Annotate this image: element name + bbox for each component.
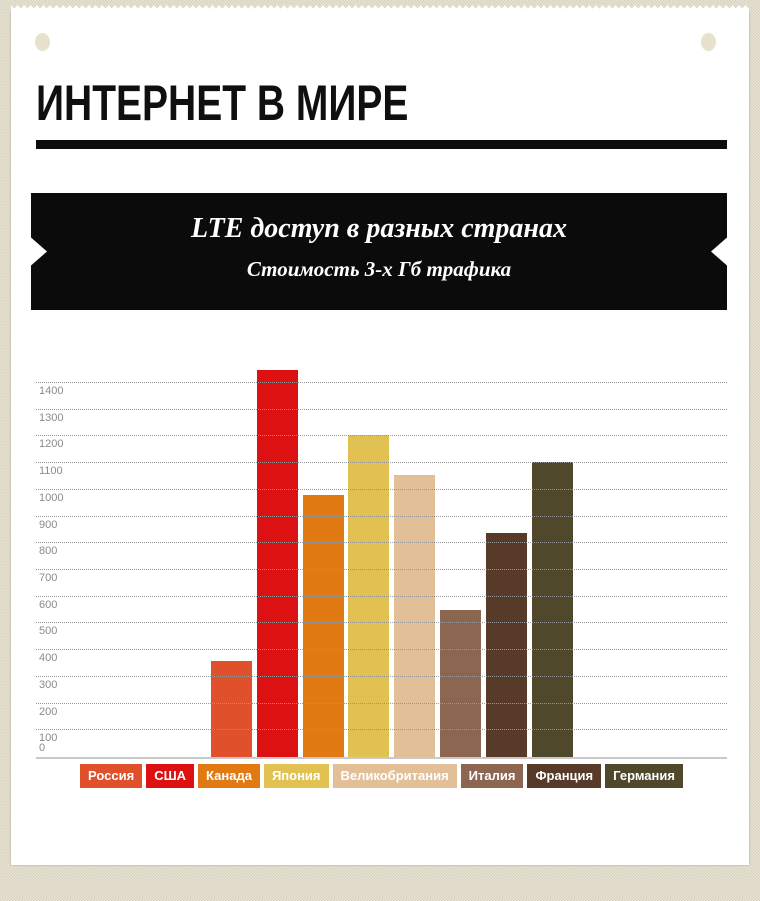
gridline: [36, 462, 727, 464]
legend-item-Канада: Канада: [198, 764, 260, 788]
y-axis-tick-label: 100: [39, 732, 58, 745]
gridline: [36, 408, 727, 410]
torn-paper-edge: [11, 5, 749, 12]
x-axis-baseline: [36, 757, 727, 759]
y-axis-tick-label: 800: [39, 545, 58, 558]
y-axis-tick-label: 400: [39, 652, 58, 665]
chart-title-ribbon: LTE доступ в разных странах Стоимость 3-…: [31, 193, 727, 310]
legend-item-Россия: Россия: [80, 764, 143, 788]
y-axis-tick-label: 1200: [39, 438, 64, 451]
legend-item-США: США: [146, 764, 195, 788]
bar-США: [256, 369, 298, 757]
y-axis-tick-label: 1300: [39, 411, 64, 424]
legend-item-Германия: Германия: [605, 764, 683, 788]
chart-subtitle: Стоимость 3-х Гб трафика: [246, 257, 512, 281]
pin-hole-left: [35, 33, 50, 51]
gridline: [36, 649, 727, 651]
bar-Италия: [439, 610, 481, 757]
chart-legend: Россия США Канада Япония Великобритания Итали…: [36, 764, 727, 788]
y-axis-tick-label: 1000: [39, 491, 64, 504]
gridline: [36, 382, 727, 384]
gridline: [36, 435, 727, 437]
gridline: [36, 675, 727, 677]
gridline: [36, 569, 727, 571]
legend-item-Великобритания: Великобритания: [332, 764, 457, 788]
y-axis-tick-label: 600: [39, 598, 58, 611]
gridline: [36, 542, 727, 544]
y-axis-tick-label: 300: [39, 678, 58, 691]
gridline: [36, 622, 727, 624]
gridline: [36, 488, 727, 490]
bar-Германия: [531, 461, 573, 757]
infographic-page: ИНТЕРНЕТ В МИРЕ LTE доступ в разных стра…: [11, 5, 749, 865]
gridline: [36, 595, 727, 597]
y-axis-tick-label: 700: [39, 572, 58, 585]
bar-Франция: [485, 532, 527, 757]
gridline: [36, 515, 727, 517]
legend-item-Италия: Италия: [460, 764, 524, 788]
title-divider: [36, 140, 727, 149]
legend-item-Франция: Франция: [527, 764, 602, 788]
page-title: ИНТЕРНЕТ В МИРЕ: [36, 75, 409, 131]
gridline: [36, 729, 727, 731]
plot-area: 0 100 200 300 400 500 600 700 800 900 1000 1100 1200…: [36, 367, 727, 759]
pin-hole-right: [701, 33, 716, 51]
y-axis-tick-label: 1400: [39, 385, 64, 398]
y-axis-tick-label: 0: [39, 742, 46, 754]
y-axis-tick-label: 200: [39, 705, 58, 718]
chart-title: LTE доступ в разных странах: [191, 213, 567, 244]
y-axis-tick-label: 500: [39, 625, 58, 638]
y-axis-tick-label: 900: [39, 518, 58, 531]
legend-item-Япония: Япония: [263, 764, 329, 788]
y-axis-tick-label: 1100: [39, 465, 63, 478]
bar-Великобритания: [394, 475, 436, 757]
gridline: [36, 702, 727, 704]
bar-group: [211, 369, 573, 757]
bar-Канада: [302, 495, 344, 757]
